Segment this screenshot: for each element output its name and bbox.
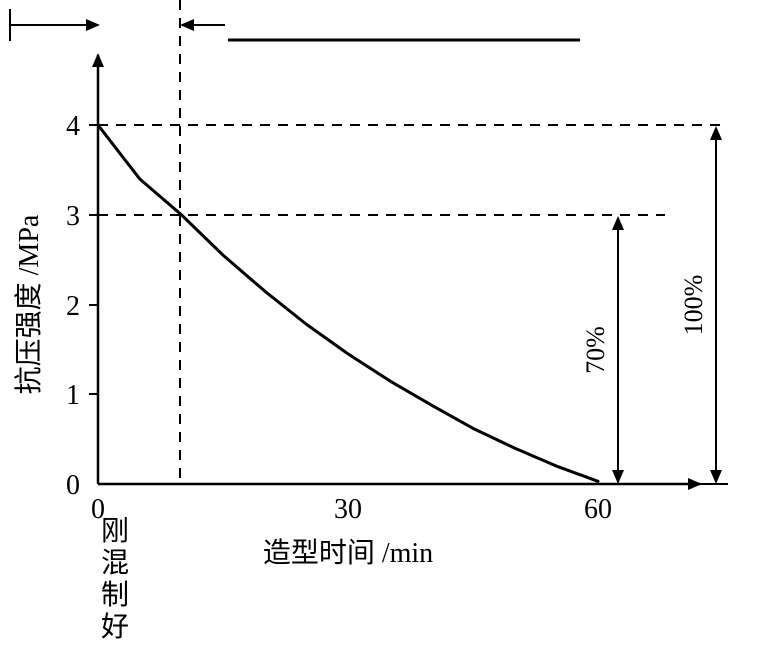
- dim-70pct-label: 70%: [581, 326, 610, 374]
- x-axis-label: 造型时间 /min: [263, 537, 433, 569]
- strength-curve: [98, 125, 598, 481]
- y-tick-label: 0: [66, 470, 80, 501]
- annot-just-mixed: 制: [101, 579, 129, 611]
- y-tick-label: 1: [66, 380, 80, 411]
- annot-just-mixed: 混: [101, 548, 129, 579]
- y-tick-label: 3: [66, 201, 80, 232]
- x-tick-label: 30: [334, 494, 362, 525]
- annot-just-mixed: 刚: [101, 516, 129, 547]
- dim-100pct-label: 100%: [679, 275, 708, 336]
- x-tick-label: 60: [584, 494, 612, 525]
- y-tick-label: 4: [66, 111, 80, 142]
- strength-vs-time-chart: 01234抗压强度 /MPa03060造型时间 /min70%100%刚混制好: [0, 0, 763, 656]
- y-axis-label: 抗压强度 /MPa: [13, 214, 45, 394]
- y-tick-label: 2: [66, 291, 80, 322]
- annot-just-mixed: 好: [101, 611, 129, 643]
